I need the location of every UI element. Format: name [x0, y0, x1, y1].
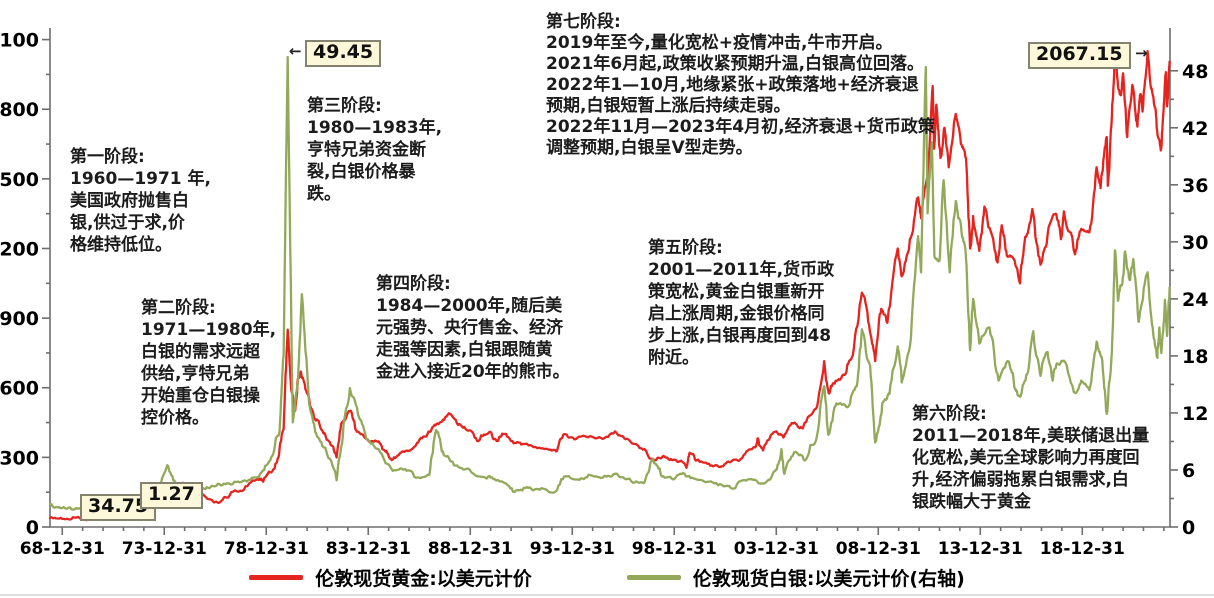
right-arrow-icon: →	[1134, 44, 1148, 62]
svg-text:03-12-31: 03-12-31	[734, 539, 819, 559]
annotation-stage-1: 第一阶段: 1960—1971 年, 美国政府抛售白 银,供过于求,价 格维持低…	[70, 147, 212, 256]
callout-gold-start-value: 34.75	[80, 494, 157, 521]
svg-text:08-12-31: 08-12-31	[836, 539, 921, 559]
svg-text:30: 30	[1182, 232, 1208, 254]
svg-text:1500: 1500	[0, 169, 39, 191]
svg-text:73-12-31: 73-12-31	[122, 539, 207, 559]
svg-text:88-12-31: 88-12-31	[428, 539, 513, 559]
svg-text:83-12-31: 83-12-31	[326, 539, 411, 559]
svg-text:68-12-31: 68-12-31	[20, 539, 105, 559]
svg-text:1800: 1800	[0, 99, 39, 121]
legend-item-gold: 伦敦现货黄金:以美元计价	[249, 564, 532, 591]
gold-line-swatch	[249, 575, 304, 580]
chart-canvas: 0 300 600 900 1200 1500 1800 2100 0 6 12 18 24 30 36 42…	[0, 28, 1208, 559]
svg-text:18: 18	[1182, 346, 1208, 368]
legend-label-gold: 伦敦现货黄金:以美元计价	[315, 568, 532, 590]
annotation-stage-4: 第四阶段: 1984—2000年,随后美 元强势、央行售金、经济 走强等因素,白…	[376, 274, 570, 383]
annotation-stage-6: 第六阶段: 2011—2018年,美联储退出量 化宽松,美元全球影响力再度回 升…	[912, 404, 1150, 513]
legend-label-silver: 伦敦现货白银:以美元计价(右轴)	[692, 568, 965, 590]
svg-text:42: 42	[1182, 118, 1208, 140]
left-arrow-icon: ←	[289, 42, 302, 60]
svg-text:78-12-31: 78-12-31	[224, 539, 309, 559]
svg-text:600: 600	[0, 378, 39, 400]
annotation-stage-7: 第七阶段: 2019年至今,量化宽松+疫情冲击,牛市开启。 2021年6月起,政…	[546, 12, 935, 159]
annotation-stage-5: 第五阶段: 2001—2011年,货币政 策宽松,黄金白银重新开 启上涨周期,金…	[648, 238, 835, 369]
callout-silver-peak-value: ← 49.45	[289, 40, 382, 67]
callout-gold-peak-value: 2067.15 →	[1028, 42, 1148, 69]
svg-text:98-12-31: 98-12-31	[632, 539, 717, 559]
svg-text:48: 48	[1182, 61, 1208, 83]
silver-line-swatch	[626, 575, 681, 580]
legend-item-silver: 伦敦现货白银:以美元计价(右轴)	[626, 564, 965, 591]
callout-silver-low-value: 1.27	[140, 482, 203, 509]
svg-text:93-12-31: 93-12-31	[530, 539, 615, 559]
svg-text:0: 0	[1182, 517, 1195, 539]
svg-text:13-12-31: 13-12-31	[938, 539, 1023, 559]
svg-text:300: 300	[0, 447, 39, 469]
annotation-stage-2: 第二阶段: 1971—1980年, 白银的需求远超 供给,亨特兄弟 开始重仓白银…	[141, 298, 277, 429]
svg-text:900: 900	[0, 308, 39, 330]
svg-text:1200: 1200	[0, 238, 39, 260]
svg-text:0: 0	[26, 517, 39, 539]
bottom-divider	[0, 594, 1214, 596]
svg-text:12: 12	[1182, 403, 1208, 425]
svg-text:36: 36	[1182, 175, 1208, 197]
svg-text:18-12-31: 18-12-31	[1040, 539, 1125, 559]
chart-legend: 伦敦现货黄金:以美元计价 伦敦现货白银:以美元计价(右轴)	[0, 564, 1214, 591]
svg-text:6: 6	[1182, 460, 1195, 482]
svg-text:2100: 2100	[0, 30, 39, 52]
svg-text:24: 24	[1182, 289, 1208, 311]
annotation-stage-3: 第三阶段: 1980—1983年, 亨特兄弟资金断 裂,白银价格暴 跌。	[307, 96, 443, 205]
